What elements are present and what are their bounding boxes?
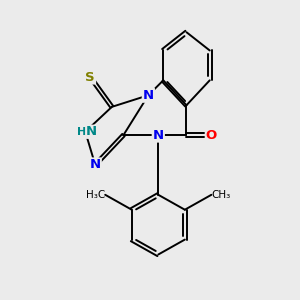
Text: N: N (153, 129, 164, 142)
Text: N: N (86, 125, 97, 138)
Text: CH₃: CH₃ (212, 190, 231, 200)
Text: H: H (77, 127, 86, 137)
Text: S: S (85, 70, 95, 83)
Text: O: O (206, 129, 217, 142)
Text: N: N (143, 89, 154, 102)
Text: N: N (90, 158, 101, 171)
Text: H₃C: H₃C (86, 190, 105, 200)
